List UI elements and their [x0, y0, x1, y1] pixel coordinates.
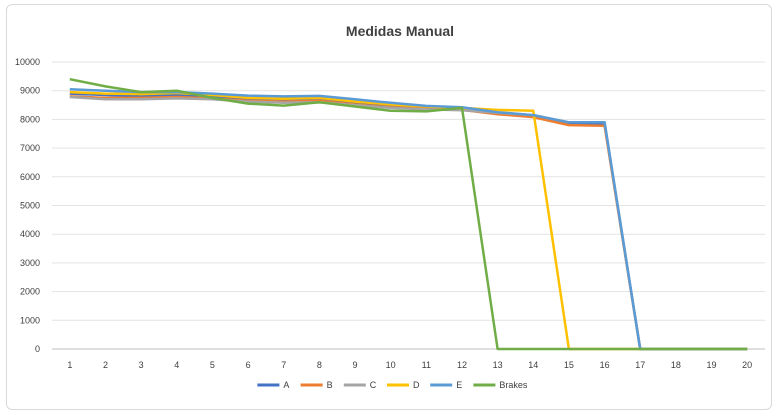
- x-tick-label: 12: [457, 360, 467, 370]
- x-tick-label: 9: [353, 360, 358, 370]
- series-line-brakes: [69, 77, 748, 351]
- x-tick-label: 11: [422, 360, 431, 370]
- y-tick-label: 5000: [20, 201, 40, 211]
- y-tick-label: 10000: [15, 57, 40, 67]
- x-tick-label: 14: [528, 360, 538, 370]
- x-axis-ticks: 1 2 3 4 5 6 7 8 9 10 11 12 13 14 15 16 17 18 19 20: [67, 360, 752, 370]
- legend-label-c: C: [370, 380, 377, 390]
- series-lines: [69, 77, 748, 351]
- x-tick-label: 17: [635, 360, 645, 370]
- series-line-c: [69, 95, 748, 351]
- x-tick-label: 5: [210, 360, 215, 370]
- x-tick-label: 6: [246, 360, 251, 370]
- y-tick-label: 7000: [20, 143, 40, 153]
- chart-title: Medidas Manual: [346, 23, 454, 39]
- series-line-e: [69, 88, 748, 351]
- x-tick-label: 15: [564, 360, 574, 370]
- legend-label-e: E: [456, 380, 462, 390]
- y-tick-label: 0: [35, 344, 40, 354]
- y-tick-label: 2000: [20, 287, 40, 297]
- series-line-d: [69, 90, 748, 351]
- x-tick-label: 7: [281, 360, 286, 370]
- legend: A B C D E Brakes: [257, 380, 528, 390]
- y-tick-label: 3000: [20, 258, 40, 268]
- gridlines: [52, 61, 765, 350]
- y-tick-label: 9000: [20, 86, 40, 96]
- x-tick-label: 4: [174, 360, 179, 370]
- y-tick-label: 8000: [20, 114, 40, 124]
- x-tick-label: 13: [493, 360, 503, 370]
- y-tick-label: 6000: [20, 172, 40, 182]
- line-chart: Medidas Manual 0 1000 2000 3000 4000 5000 6000…: [15, 23, 765, 390]
- legend-label-brakes: Brakes: [499, 380, 528, 390]
- x-tick-label: 19: [707, 360, 717, 370]
- x-tick-label: 18: [671, 360, 681, 370]
- y-axis-ticks: 0 1000 2000 3000 4000 5000 6000 7000 8000 9000 100…: [15, 57, 40, 354]
- legend-label-b: B: [327, 380, 333, 390]
- x-tick-label: 2: [103, 360, 108, 370]
- legend-label-a: A: [283, 380, 289, 390]
- legend-label-d: D: [413, 380, 420, 390]
- x-tick-label: 10: [386, 360, 396, 370]
- chart-container: Medidas Manual 0 1000 2000 3000 4000 5000 6000…: [6, 4, 772, 410]
- series-line-a: [69, 92, 748, 351]
- series-line-b: [69, 95, 748, 351]
- y-tick-label: 4000: [20, 229, 40, 239]
- x-tick-label: 20: [742, 360, 752, 370]
- x-tick-label: 3: [139, 360, 144, 370]
- x-tick-label: 8: [317, 360, 322, 370]
- x-tick-label: 1: [67, 360, 72, 370]
- x-tick-label: 16: [600, 360, 610, 370]
- y-tick-label: 1000: [20, 315, 40, 325]
